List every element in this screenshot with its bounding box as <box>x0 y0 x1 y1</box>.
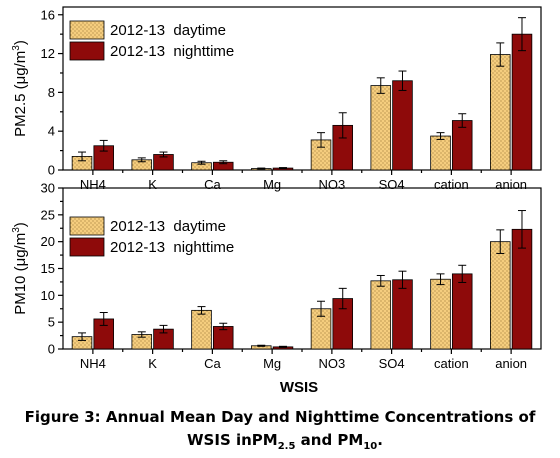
x-tick-label-mg: Mg <box>263 177 281 192</box>
legend: 2012-13 daytime 2012-13 nighttime <box>69 216 234 257</box>
bar-daytime-so4 <box>370 85 392 171</box>
y-tick-label: 25 <box>41 207 55 222</box>
caption-line-2: WSIS inPM2.5 and PM10. <box>187 431 383 452</box>
y-axis-title: PM10 (μg/m3) <box>11 222 29 315</box>
x-tick-label-so4: SO4 <box>379 177 405 192</box>
x-tick-label-so4: SO4 <box>379 356 405 371</box>
y-tick-label: 8 <box>48 85 55 100</box>
y-tick-label: 30 <box>41 181 55 196</box>
bar-daytime-so4 <box>370 280 392 350</box>
y-tick-label: 10 <box>41 288 55 303</box>
x-tick-label-nh4: NH4 <box>80 177 106 192</box>
x-tick-label-no3: NO3 <box>319 356 346 371</box>
bar-nighttime-anion <box>511 33 533 171</box>
x-tick-label-ca: Ca <box>204 356 221 371</box>
legend-swatch-daytime <box>69 216 105 236</box>
bar-nighttime-so4 <box>392 279 413 350</box>
legend-label-daytime: 2012-13 daytime <box>110 218 226 235</box>
bar-nighttime-cation <box>451 273 473 350</box>
x-tick-label-anion: anion <box>495 177 527 192</box>
bar-nighttime-so4 <box>392 80 413 171</box>
bar-daytime-cation <box>430 135 451 171</box>
y-tick-label: 5 <box>48 315 55 330</box>
legend-swatch-daytime <box>69 20 105 40</box>
legend-swatch-nighttime <box>69 237 105 257</box>
legend-label-daytime: 2012-13 daytime <box>110 22 226 39</box>
caption-line-1: Figure 3: Annual Mean Day and Nighttime … <box>25 408 536 426</box>
x-tick-label-mg: Mg <box>263 356 281 371</box>
bar-daytime-anion <box>490 54 511 171</box>
x-tick-label-cation: cation <box>434 356 469 371</box>
chart-panel-1: 0 4 8 12 16 NH4 K Ca Mg NO3 SO4 cation anion PM2.5 (μ… <box>11 6 542 192</box>
legend-label-nighttime: 2012-13 nighttime <box>110 239 234 256</box>
x-axis-title: WSIS <box>280 379 318 396</box>
y-tick-label: 15 <box>41 261 55 276</box>
x-tick-label-k: K <box>148 177 157 192</box>
x-tick-label-no3: NO3 <box>319 177 346 192</box>
x-tick-label-ca: Ca <box>204 177 221 192</box>
bar-daytime-cation <box>430 278 451 350</box>
x-tick-label-nh4: NH4 <box>80 356 106 371</box>
legend: 2012-13 daytime 2012-13 nighttime <box>69 20 234 61</box>
bar-daytime-anion <box>490 241 511 350</box>
y-tick-label: 20 <box>41 234 55 249</box>
chart-panel-2: 0 5 10 15 20 25 30 NH4 K Ca Mg NO3 SO4 cation anion PM1… <box>11 181 542 371</box>
y-tick-label: 0 <box>48 342 55 357</box>
y-tick-label: 0 <box>48 163 55 178</box>
y-tick-label: 12 <box>41 46 55 61</box>
bar-nighttime-cation <box>451 120 473 171</box>
x-tick-label-cation: cation <box>434 177 469 192</box>
legend-swatch-nighttime <box>69 41 105 61</box>
y-axis-title: PM2.5 (μg/m3) <box>11 40 29 137</box>
y-tick-label: 4 <box>48 124 55 139</box>
legend-label-nighttime: 2012-13 nighttime <box>110 43 234 60</box>
x-tick-label-k: K <box>148 356 157 371</box>
bar-daytime-ca <box>191 309 212 350</box>
x-tick-label-anion: anion <box>495 356 527 371</box>
y-tick-label: 16 <box>41 7 55 22</box>
